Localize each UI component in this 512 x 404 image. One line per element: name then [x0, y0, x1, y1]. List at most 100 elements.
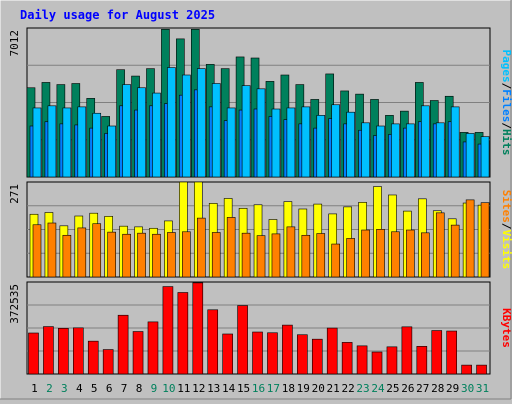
- x-tick-label-day-9: 9: [151, 382, 158, 395]
- bar-kbytes-day-16: [252, 331, 263, 375]
- bar-pages-day-3: [62, 107, 72, 178]
- bar-pages-day-8: [137, 87, 146, 178]
- bar-sites-day-24: [376, 229, 385, 278]
- bar-pages-day-29: [450, 106, 460, 178]
- bar-pages-day-4: [77, 106, 87, 178]
- bar-kbytes-day-5: [87, 340, 99, 375]
- bar-sites-day-16: [256, 235, 266, 278]
- bar-kbytes-day-8: [132, 331, 144, 375]
- x-tick-label-day-12: 12: [192, 382, 205, 395]
- bar-kbytes-day-9: [147, 321, 159, 375]
- bar-sites-day-3: [62, 234, 72, 278]
- bar-sites-day-28: [435, 212, 445, 278]
- bar-pages-day-20: [316, 115, 326, 178]
- bar-kbytes-day-31: [476, 364, 487, 375]
- bar-pages-day-27: [421, 105, 430, 178]
- bar-pages-day-15: [241, 85, 251, 178]
- bar-sites-day-26: [406, 229, 415, 278]
- bar-kbytes-day-2: [43, 326, 54, 375]
- legend-top-part-0: Pages: [500, 50, 512, 83]
- bar-kbytes-day-19: [297, 334, 308, 375]
- bar-pages-day-21: [331, 104, 341, 178]
- bar-sites-day-13: [211, 232, 221, 278]
- bar-sites-day-22: [346, 238, 355, 278]
- bar-sites-day-25: [391, 231, 400, 278]
- bar-kbytes-day-11: [177, 292, 189, 375]
- bar-pages-day-6: [107, 125, 116, 178]
- bar-sites-day-7: [122, 233, 131, 278]
- legend-top-part-3: /: [500, 122, 512, 129]
- bar-pages-day-5: [92, 112, 102, 178]
- bar-kbytes-day-25: [386, 346, 398, 375]
- bar-sites-day-21: [331, 243, 341, 278]
- bar-pages-day-25: [391, 123, 400, 178]
- x-tick-label-day-25: 25: [386, 382, 399, 395]
- bar-sites-day-23: [361, 229, 370, 278]
- bar-pages-day-31: [480, 136, 490, 178]
- bar-kbytes-day-23: [356, 345, 368, 375]
- y-max-label-visits-sites: 271: [8, 184, 21, 204]
- bar-kbytes-day-18: [282, 324, 293, 375]
- bar-kbytes-day-26: [401, 326, 413, 375]
- bar-pages-day-19: [301, 106, 311, 178]
- bar-sites-day-27: [421, 232, 430, 278]
- x-tick-label-day-29: 29: [446, 382, 459, 395]
- x-tick-label-day-30: 30: [461, 382, 474, 395]
- bar-sites-day-17: [271, 233, 281, 278]
- bar-kbytes-day-24: [371, 351, 383, 375]
- bar-kbytes-day-7: [117, 314, 129, 375]
- bar-sites-day-19: [301, 234, 311, 278]
- bar-sites-day-10: [167, 232, 176, 278]
- x-tick-label-day-19: 19: [297, 382, 310, 395]
- bar-sites-day-1: [32, 224, 42, 278]
- legend-top-part-2: Files: [500, 89, 512, 122]
- legend-middle-part-1: /: [500, 223, 512, 230]
- bar-sites-day-12: [196, 217, 206, 278]
- bar-sites-day-15: [241, 232, 251, 278]
- bar-sites-day-29: [450, 224, 460, 278]
- x-tick-label-day-13: 13: [207, 382, 220, 395]
- x-tick-label-day-1: 1: [31, 382, 38, 395]
- bar-sites-day-8: [137, 232, 146, 278]
- bar-sites-day-30: [465, 199, 475, 278]
- bar-pages-day-10: [167, 67, 176, 178]
- bar-pages-day-18: [286, 107, 296, 178]
- bar-kbytes-day-20: [311, 338, 323, 375]
- bar-sites-day-4: [77, 227, 87, 278]
- x-tick-label-day-31: 31: [476, 382, 489, 395]
- bar-sites-day-20: [316, 233, 326, 278]
- bar-pages-day-2: [47, 105, 57, 178]
- bar-kbytes-day-27: [416, 346, 428, 375]
- y-max-label-kbytes: 372535: [8, 284, 21, 324]
- bar-kbytes-day-17: [267, 332, 278, 375]
- bar-pages-day-13: [211, 83, 221, 178]
- bar-pages-day-16: [256, 88, 266, 178]
- bar-pages-day-22: [346, 111, 355, 178]
- bar-kbytes-day-1: [28, 332, 39, 375]
- bar-kbytes-day-3: [58, 328, 69, 375]
- x-tick-label-day-4: 4: [76, 382, 83, 395]
- x-tick-label-day-26: 26: [401, 382, 414, 395]
- bar-pages-day-23: [361, 122, 370, 178]
- bar-sites-day-6: [107, 231, 116, 278]
- bar-pages-day-28: [435, 122, 445, 178]
- legend-top-part-1: /: [500, 83, 512, 90]
- x-tick-label-day-21: 21: [327, 382, 340, 395]
- legend-top-part-4: Hits: [500, 129, 512, 156]
- legend-top: Pages/Files/Hits: [500, 50, 512, 156]
- bar-pages-day-11: [182, 74, 191, 178]
- x-tick-label-day-22: 22: [341, 382, 354, 395]
- bar-kbytes-day-29: [446, 330, 457, 375]
- x-tick-label-day-24: 24: [371, 382, 385, 395]
- x-tick-label-day-28: 28: [431, 382, 444, 395]
- bar-pages-day-7: [122, 84, 131, 178]
- legend-middle: Sites/Visits: [500, 190, 512, 270]
- legend-middle-part-0: Sites: [500, 190, 512, 223]
- bar-kbytes-day-10: [162, 286, 174, 375]
- bar-sites-day-11: [182, 231, 191, 278]
- bar-kbytes-day-21: [326, 327, 338, 375]
- bar-sites-day-9: [152, 233, 161, 278]
- bar-kbytes-day-22: [341, 342, 353, 375]
- bar-sites-day-5: [92, 223, 102, 278]
